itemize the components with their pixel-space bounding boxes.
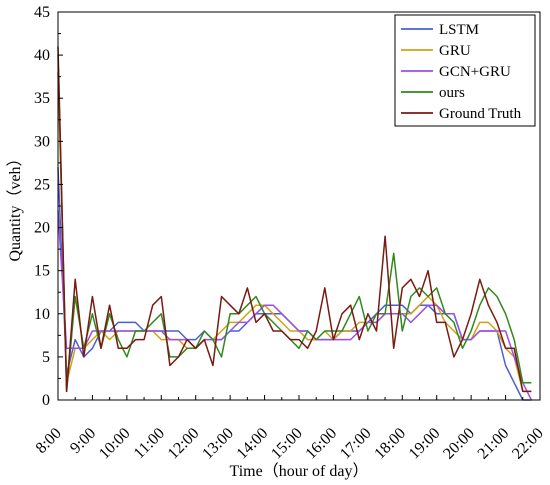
- y-tick-label: 45: [34, 4, 50, 21]
- y-tick-label: 35: [34, 90, 50, 107]
- legend: LSTM GRU GCN+GRU ours Ground Truth: [394, 14, 536, 127]
- x-tick-label: 10:00: [96, 425, 134, 463]
- legend-label-ours: ours: [439, 85, 465, 101]
- y-tick-label: 0: [42, 392, 50, 409]
- series-line-lstm: [57, 167, 532, 401]
- series-line-gcn-gru: [57, 210, 533, 401]
- x-tick-label: 18:00: [371, 425, 409, 463]
- y-tick-label: 20: [34, 220, 50, 237]
- x-tick-label: 19:00: [406, 425, 444, 463]
- y-tick-label: 40: [34, 47, 50, 64]
- series-line-ground-truth: [57, 46, 532, 393]
- x-axis: 8:00 9:0010:0011:0012:0013:0014:0015:0016…: [33, 395, 547, 463]
- x-tick-label: 8:00: [33, 425, 65, 457]
- y-tick-label: 30: [34, 133, 50, 150]
- y-tick-label: 25: [34, 176, 50, 193]
- legend-label-ground-truth: Ground Truth: [439, 106, 522, 122]
- x-tick-label: 15:00: [268, 425, 306, 463]
- x-tick-label: 22:00: [509, 425, 547, 463]
- x-tick-label: 11:00: [131, 425, 168, 462]
- y-tick-label: 10: [34, 306, 50, 323]
- x-tick-label: 13:00: [199, 425, 237, 463]
- x-tick-label: 14:00: [234, 425, 272, 463]
- x-tick-label: 17:00: [337, 425, 375, 463]
- y-tick-label: 15: [34, 263, 50, 280]
- x-tick-label: 9:00: [67, 425, 99, 457]
- legend-label-gcn-gru: GCN+GRU: [439, 64, 511, 80]
- x-tick-label: 12:00: [165, 425, 203, 463]
- x-tick-label: 20:00: [440, 425, 478, 463]
- series-line-ours: [57, 55, 532, 393]
- legend-label-gru: GRU: [439, 43, 471, 59]
- legend-label-lstm: LSTM: [439, 22, 479, 38]
- x-tick-label: 16:00: [302, 425, 340, 463]
- plot-lines: [57, 46, 533, 401]
- x-axis-title: Time（hour of day）: [230, 462, 369, 480]
- x-tick-label: 21:00: [475, 425, 513, 463]
- y-tick-label: 5: [42, 349, 50, 366]
- y-axis: 0 5 10 15 20 25 30 35 40 45: [34, 4, 63, 409]
- y-axis-title: Quantity（veh）: [6, 150, 24, 261]
